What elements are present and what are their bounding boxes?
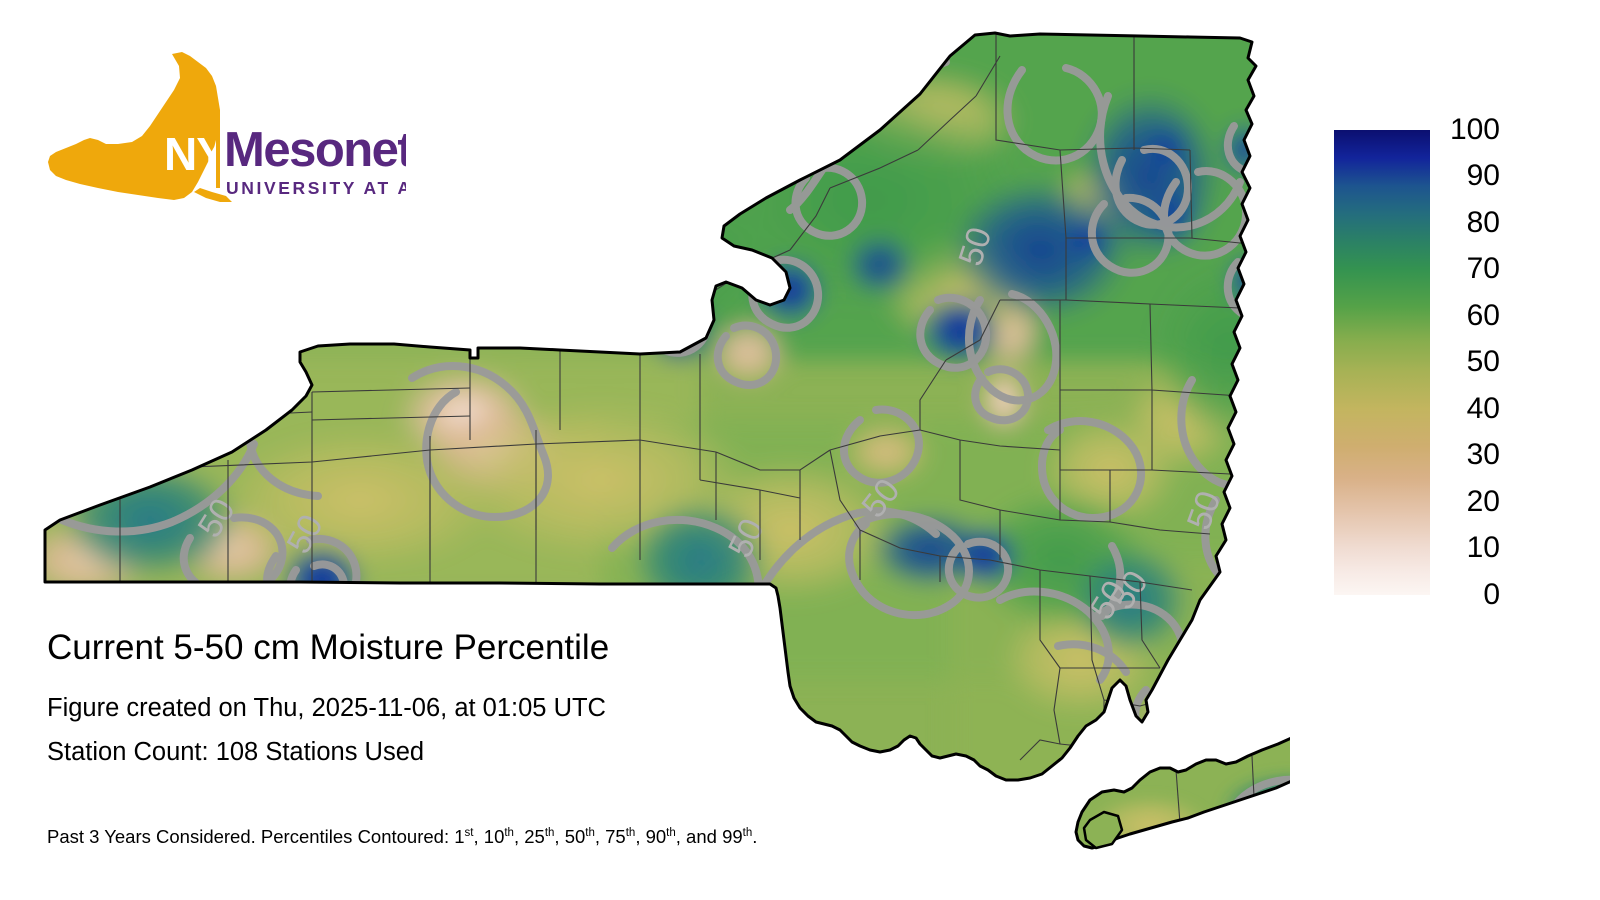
colorbar-tick: 30	[1466, 438, 1500, 471]
colorbar-tick: 50	[1466, 345, 1500, 378]
ny-tail-icon	[194, 188, 232, 202]
map-panel: 50 50 50 50 50 50 50 50	[43, 31, 1290, 850]
ordinal-suffix: st	[464, 826, 474, 839]
colorbar-tick: 60	[1466, 299, 1500, 332]
long-island-outline	[1074, 737, 1290, 850]
ordinal-suffix: th	[585, 826, 595, 839]
colorbar-tick: 0	[1483, 578, 1500, 611]
new-york-state-silhouette-icon	[48, 52, 220, 200]
colorbar-tick: 100	[1449, 113, 1500, 146]
caption-block: Current 5-50 cm Moisture Percentile Figu…	[47, 626, 1047, 774]
logo-nys-text: NYS	[164, 128, 256, 180]
colorbar-tick: 90	[1466, 159, 1500, 192]
moisture-percentile-colorbar	[1334, 130, 1430, 595]
station-count-line: Station Count: 108 Stations Used	[47, 738, 425, 766]
ordinal-suffix: th	[666, 826, 676, 839]
colorbar-tick-labels: 100 90 80 70 60 50 40 30 20 10 0	[1436, 108, 1500, 628]
county-boundaries	[119, 34, 1251, 761]
colorbar-tick: 70	[1466, 252, 1500, 285]
page-title: Current 5-50 cm Moisture Percentile	[47, 628, 610, 667]
ordinal-suffix: th	[742, 826, 753, 839]
figure-created-line: Figure created on Thu, 2025-11-06, at 01…	[47, 694, 606, 722]
colorbar-tick: 80	[1466, 206, 1500, 239]
colorbar-tick: 10	[1466, 531, 1500, 564]
contour-lines-long-island	[1232, 775, 1290, 848]
ordinal-suffix: th	[504, 826, 514, 839]
ordinal-suffix: th	[625, 826, 636, 839]
logo-mesonet-text: Mesonet	[224, 123, 406, 177]
colorbar-gradient	[1334, 130, 1430, 595]
colorbar-tick: 20	[1466, 485, 1500, 518]
ordinal-suffix: th	[544, 826, 555, 839]
logo-subtitle-text: UNIVERSITY AT ALBANY	[226, 178, 406, 198]
staten-island-outline	[1082, 810, 1124, 850]
logo-divider	[216, 110, 220, 188]
footnote-line: Past 3 Years Considered. Percentiles Con…	[47, 826, 758, 847]
nys-mesonet-logo: NYS Mesonet UNIVERSITY AT ALBANY	[46, 52, 406, 202]
colorbar-tick: 40	[1466, 392, 1500, 425]
